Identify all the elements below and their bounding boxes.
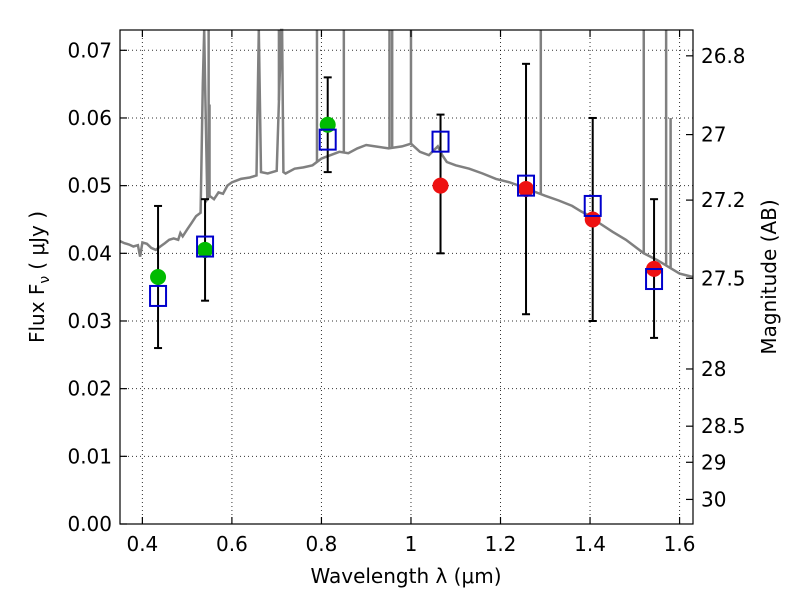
magnitude-axis-ticks: 26.8 27 27.2 27.5 28 28.5 29 30 [686,44,746,511]
x-tick-label: 0.4 [126,532,158,556]
y-tick-label: 0.05 [67,174,112,198]
x-tick-label: 1.4 [574,532,606,556]
svg-text:Flux Fν( μJy ): Flux Fν ( μJy ) [25,211,53,343]
y-axis-ticks: 0.00 0.01 0.02 0.03 0.04 0.05 0.06 0.07 [67,38,127,536]
x-tick-label: 0.6 [216,532,248,556]
magnitude-tick-label: 30 [701,487,726,511]
magnitude-tick-label: 27.2 [701,188,746,212]
spectrum-series [119,28,694,279]
x-tick-label: 1.6 [664,532,696,556]
x-axis-ticks: 0.4 0.6 0.8 1 1.2 1.4 1.6 [126,30,695,556]
magnitude-tick-label: 26.8 [701,44,746,68]
magnitude-tick-label: 27 [701,123,726,147]
photometry-series [149,62,664,350]
y-tick-label: 0.02 [67,377,112,401]
data-point [584,211,601,228]
x-axis-label: Wavelength λ (μm) [310,564,501,588]
data-point [197,241,214,258]
y-tick-label: 0.07 [67,38,112,62]
magnitude-tick-label: 29 [701,450,726,474]
x-tick-label: 1 [405,532,418,556]
data-point [518,181,535,198]
magnitude-axis-label: Magnitude (AB) [757,199,781,354]
magnitude-tick-label: 27.5 [701,266,746,290]
model-flux-box [645,268,664,291]
y-tick-label: 0.00 [67,512,112,536]
model-flux-box [318,128,337,151]
model-flux-box [517,174,536,197]
data-point [432,177,449,194]
x-tick-label: 1.2 [485,532,517,556]
y-axis-label-subscript: ν [37,276,53,284]
x-tick-label: 0.8 [306,532,338,556]
spectrum-line [119,28,694,279]
y-tick-label: 0.03 [67,309,112,333]
model-flux-box [149,284,168,307]
y-tick-label: 0.06 [67,106,112,130]
plot-frame [119,29,694,525]
model-flux-box [583,194,602,217]
model-flux-box [431,130,450,153]
y-axis-label-main: Flux F [25,284,49,343]
data-point [150,269,167,285]
magnitude-tick-label: 28.5 [701,414,746,438]
y-axis-label-unit: ( μJy ) [25,211,49,270]
model-flux-box [196,235,215,258]
y-axis-label: Flux Fν ( μJy ) [25,211,53,343]
y-tick-label: 0.04 [67,241,112,265]
magnitude-tick-label: 28 [701,357,726,381]
y-tick-label: 0.01 [67,444,112,468]
